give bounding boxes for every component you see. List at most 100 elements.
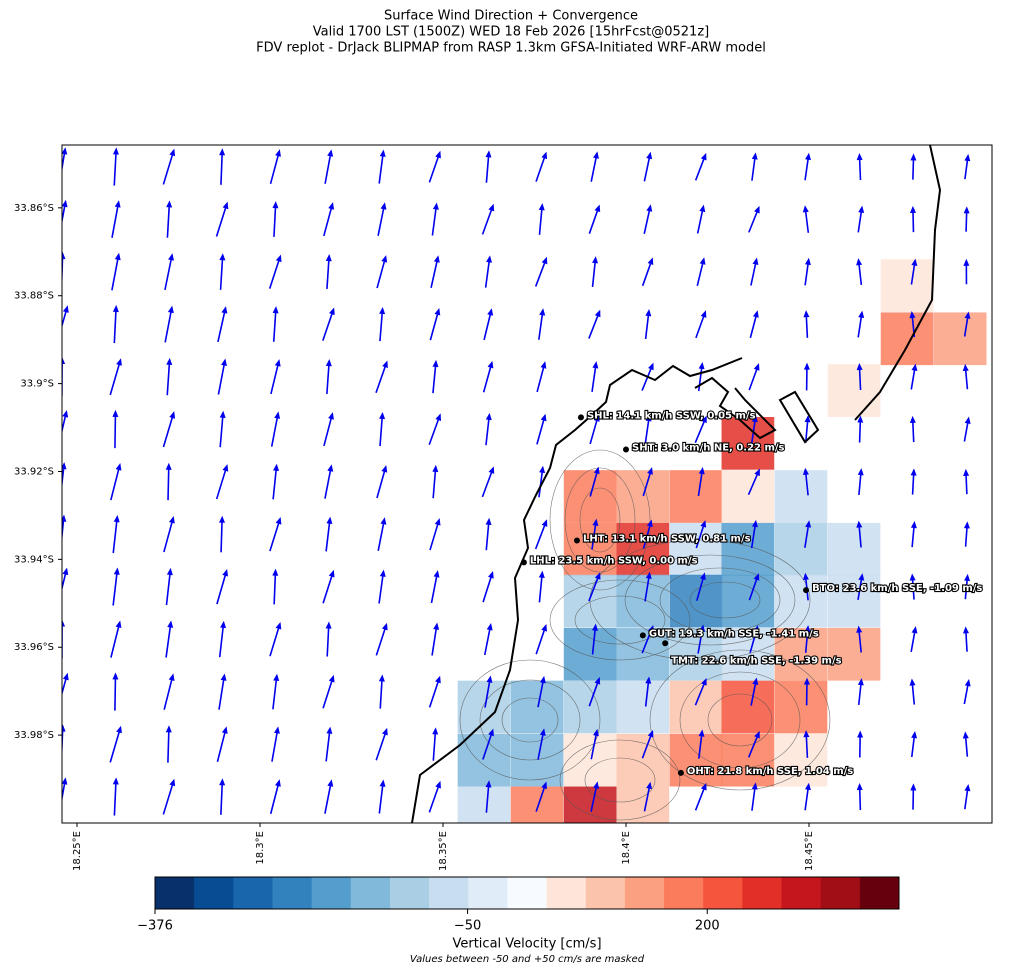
wind-arrow-shaft [538, 468, 544, 498]
wind-arrow-head [380, 517, 387, 525]
wind-arrow-head [963, 468, 970, 476]
wind-arrow-head [114, 252, 121, 261]
wind-arrow-shaft [62, 570, 68, 592]
wind-arrow-head [856, 153, 863, 161]
wind-arrow-shaft [114, 412, 117, 449]
velocity-cell [457, 786, 511, 823]
wind-arrow-shaft [167, 465, 170, 501]
wind-arrow-shaft [378, 152, 385, 184]
colorbar-label: Vertical Velocity [cm/s] [452, 937, 601, 952]
wind-arrow-shaft [694, 155, 706, 181]
y-tick-label: 33.9°S [20, 379, 54, 390]
wind-arrow-head [856, 258, 863, 266]
wind-arrow-shaft [589, 469, 599, 497]
x-tick-label: 18.45°E [804, 831, 815, 871]
wind-arrow-head [62, 305, 69, 313]
y-tick-label: 33.98°S [14, 730, 54, 741]
wind-arrow-head [645, 571, 652, 580]
wind-arrow-shaft [481, 468, 494, 498]
colorbar-bin [781, 877, 822, 909]
wind-arrow-head [272, 306, 279, 314]
wind-arrow-shaft [167, 728, 170, 763]
wind-arrow-head [485, 780, 492, 788]
wind-arrow-shaft [696, 259, 705, 287]
wind-arrow-head [647, 257, 654, 265]
wind-arrow-shaft [109, 728, 121, 763]
wind-arrow-head [221, 358, 227, 366]
wind-arrow-shaft [643, 207, 651, 234]
wind-arrow-head [963, 206, 970, 214]
wind-arrow-head [62, 147, 68, 155]
wind-arrow-shaft [538, 206, 543, 235]
station-dot [639, 632, 646, 639]
wind-arrow-shaft [695, 522, 706, 549]
wind-arrow-head [380, 202, 387, 210]
colorbar-bin [859, 877, 900, 909]
wind-arrow-head [433, 622, 440, 630]
wind-arrow-head [911, 731, 918, 739]
y-tick-label: 33.92°S [14, 466, 54, 477]
wind-arrow-head [964, 416, 971, 424]
wind-arrow-head [328, 202, 335, 210]
velocity-cell [563, 733, 617, 787]
wind-arrow-head [804, 257, 811, 266]
velocity-cell [616, 574, 670, 628]
station-dot [662, 640, 669, 647]
velocity-cell [721, 680, 775, 734]
colorbar-bin [820, 877, 861, 909]
wind-arrow-shaft [432, 467, 437, 499]
wind-arrow-shaft [113, 150, 117, 186]
wind-arrow-shaft [588, 679, 600, 707]
wind-arrow-shaft [643, 784, 651, 812]
wind-arrow-shaft [220, 151, 224, 185]
velocity-cell [563, 522, 617, 576]
wind-arrow-shaft [325, 729, 331, 762]
wind-arrow-head [168, 253, 174, 261]
wind-arrow-shaft [162, 781, 175, 815]
wind-arrow-shaft [164, 308, 173, 343]
wind-arrow-head [486, 623, 493, 631]
wind-arrow-head [169, 778, 176, 787]
velocity-cell [616, 470, 670, 523]
wind-arrow-head [751, 414, 758, 423]
wind-arrow-shaft [163, 676, 174, 710]
wind-arrow-shaft [379, 309, 384, 342]
wind-arrow-shaft [166, 203, 171, 238]
wind-arrow-head [646, 781, 653, 790]
wind-arrow-head [805, 520, 812, 528]
wind-arrow-head [963, 521, 970, 529]
wind-arrow-shaft [220, 518, 223, 553]
velocity-cell [616, 680, 670, 734]
wind-arrow-shaft [165, 570, 172, 606]
velocity-cell [669, 680, 723, 734]
wind-arrow-shaft [538, 573, 543, 603]
wind-arrow-head [327, 464, 334, 472]
wind-arrow-head [62, 672, 69, 681]
wind-arrow-shaft [694, 785, 706, 811]
wind-arrow-shaft [804, 208, 810, 233]
wind-arrow-shaft [644, 311, 650, 340]
wind-arrow-shaft [62, 412, 67, 434]
wind-arrow-head [274, 359, 281, 367]
wind-arrow-shaft [484, 258, 491, 288]
wind-arrow-head [909, 573, 916, 581]
velocity-cell [721, 574, 775, 628]
wind-arrow-shaft [269, 151, 280, 185]
wind-arrow-head [165, 725, 172, 733]
velocity-cell [510, 733, 564, 787]
x-tick-label: 18.35°E [438, 831, 449, 871]
wind-arrow-shaft [376, 467, 387, 499]
wind-arrow-shaft [428, 415, 441, 446]
wind-arrow-shaft [591, 626, 597, 655]
wind-arrow-head [168, 516, 175, 524]
wind-arrow-head [222, 568, 229, 577]
wind-arrow-shaft [375, 625, 387, 656]
wind-arrow-head [275, 621, 282, 630]
wind-arrow-shaft [485, 153, 490, 183]
wind-arrow-head [381, 622, 388, 631]
x-tick-label: 18.3°E [255, 831, 266, 865]
colorbar-tick-label: −376 [137, 919, 173, 934]
wind-arrow-head [964, 311, 971, 319]
wind-arrow-shaft [696, 207, 704, 234]
wind-arrow-shaft [748, 208, 760, 233]
